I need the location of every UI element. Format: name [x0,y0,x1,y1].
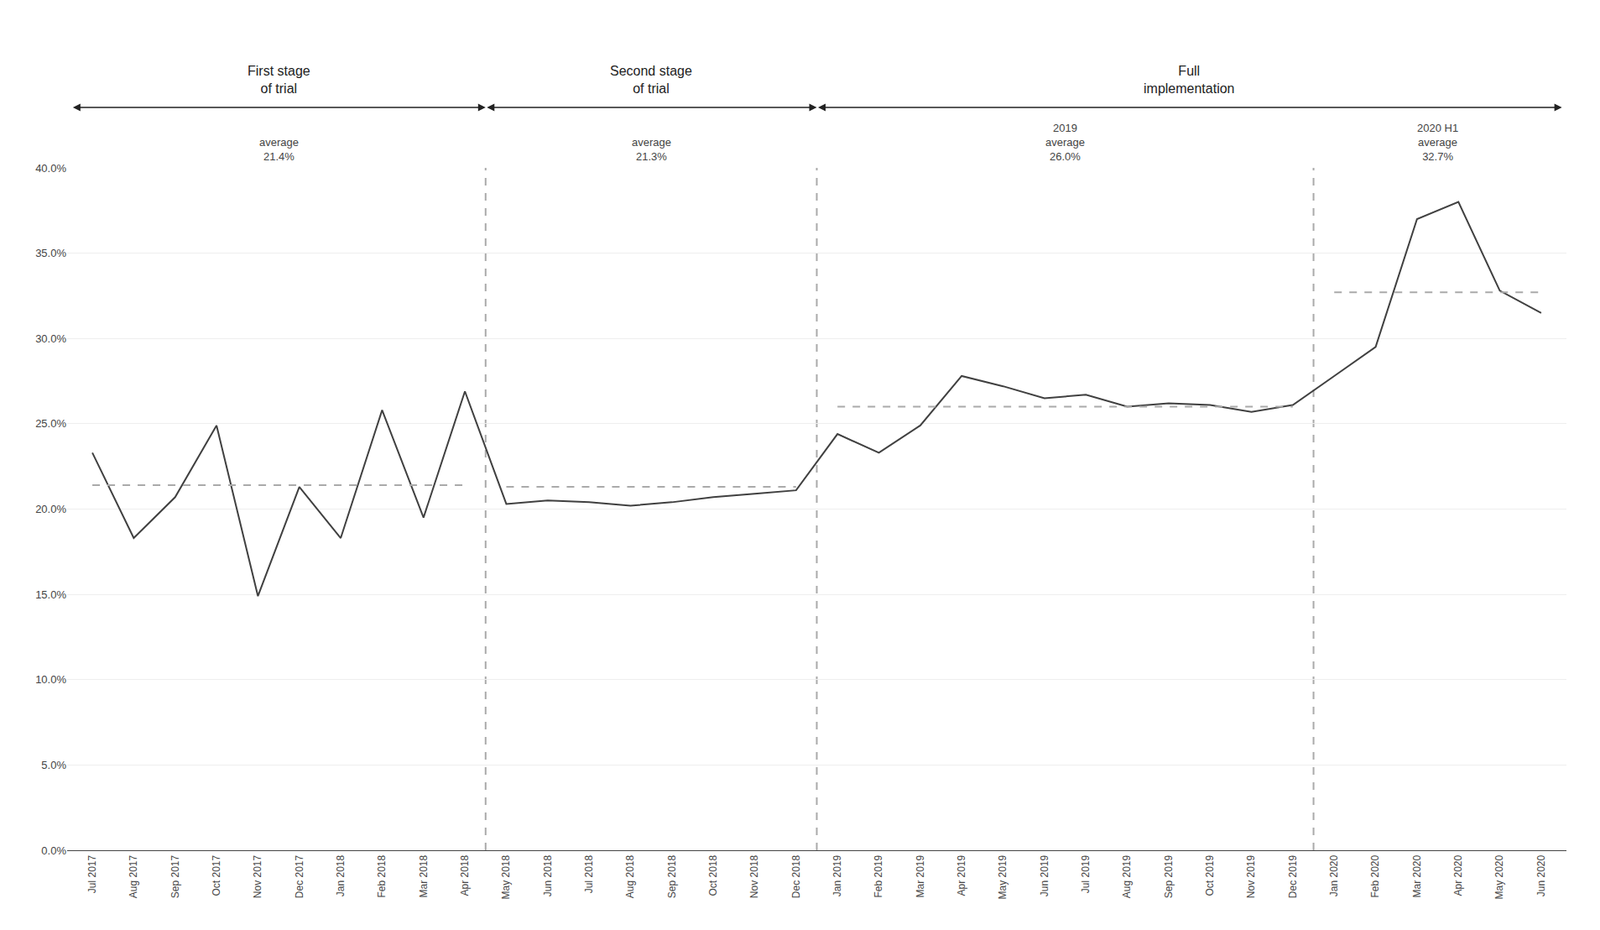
svg-text:Jul 2018: Jul 2018 [583,854,595,893]
svg-text:0.0%: 0.0% [41,844,67,857]
svg-text:May 2019: May 2019 [996,854,1009,899]
svg-text:average21.4%: average21.4% [259,135,299,163]
svg-text:Feb 2018: Feb 2018 [375,854,388,897]
svg-text:Sep 2018: Sep 2018 [666,854,678,898]
svg-text:Feb 2019: Feb 2019 [872,854,885,897]
svg-text:Jan 2018: Jan 2018 [334,854,347,897]
svg-text:15.0%: 15.0% [35,588,67,601]
svg-text:25.0%: 25.0% [35,416,67,430]
svg-text:Jun 2020: Jun 2020 [1535,854,1548,897]
svg-text:Nov 2019: Nov 2019 [1245,854,1257,898]
svg-text:2019average26.0%: 2019average26.0% [1045,121,1085,163]
svg-text:Jan 2020: Jan 2020 [1328,854,1340,897]
svg-text:30.0%: 30.0% [35,332,67,345]
svg-text:Dec 2018: Dec 2018 [790,854,803,898]
svg-text:Nov 2017: Nov 2017 [251,854,264,898]
svg-text:Sep 2019: Sep 2019 [1162,854,1175,898]
svg-text:Jul 2019: Jul 2019 [1079,854,1092,893]
svg-text:Apr 2019: Apr 2019 [955,854,968,896]
svg-text:Mar 2019: Mar 2019 [914,854,927,897]
svg-text:average21.3%: average21.3% [631,135,672,163]
svg-text:Apr 2020: Apr 2020 [1452,854,1465,896]
svg-text:Oct 2017: Oct 2017 [210,854,223,896]
svg-text:May 2018: May 2018 [500,854,512,899]
svg-text:10.0%: 10.0% [35,672,67,686]
svg-text:Jul 2017: Jul 2017 [86,854,99,893]
svg-text:May 2020: May 2020 [1493,854,1506,899]
svg-text:Oct 2019: Oct 2019 [1203,854,1216,896]
svg-text:Apr 2018: Apr 2018 [458,854,471,896]
svg-text:35.0%: 35.0% [35,246,67,260]
svg-text:Sep 2017: Sep 2017 [169,854,182,898]
svg-text:Oct 2018: Oct 2018 [707,854,720,896]
svg-text:Jun 2018: Jun 2018 [542,854,554,897]
svg-text:5.0%: 5.0% [41,758,67,772]
svg-text:Dec 2017: Dec 2017 [293,854,306,898]
svg-text:2020 H1average32.7%: 2020 H1average32.7% [1417,121,1459,163]
svg-text:Mar 2020: Mar 2020 [1411,854,1423,897]
svg-text:Feb 2020: Feb 2020 [1369,854,1382,897]
svg-text:First stageof trial: First stageof trial [247,63,311,96]
svg-text:Nov 2018: Nov 2018 [748,854,761,898]
svg-text:Fullimplementation: Fullimplementation [1143,63,1236,96]
svg-text:40.0%: 40.0% [35,161,67,175]
svg-text:Jun 2019: Jun 2019 [1038,854,1051,897]
svg-text:Dec 2019: Dec 2019 [1287,854,1299,898]
svg-text:Aug 2018: Aug 2018 [624,854,636,898]
svg-text:Aug 2017: Aug 2017 [127,854,140,898]
svg-text:Jan 2019: Jan 2019 [831,854,844,897]
svg-text:Second stageof trial: Second stageof trial [609,63,693,96]
svg-text:Aug 2019: Aug 2019 [1120,854,1133,898]
svg-text:Mar 2018: Mar 2018 [417,854,430,897]
svg-text:20.0%: 20.0% [35,502,67,516]
